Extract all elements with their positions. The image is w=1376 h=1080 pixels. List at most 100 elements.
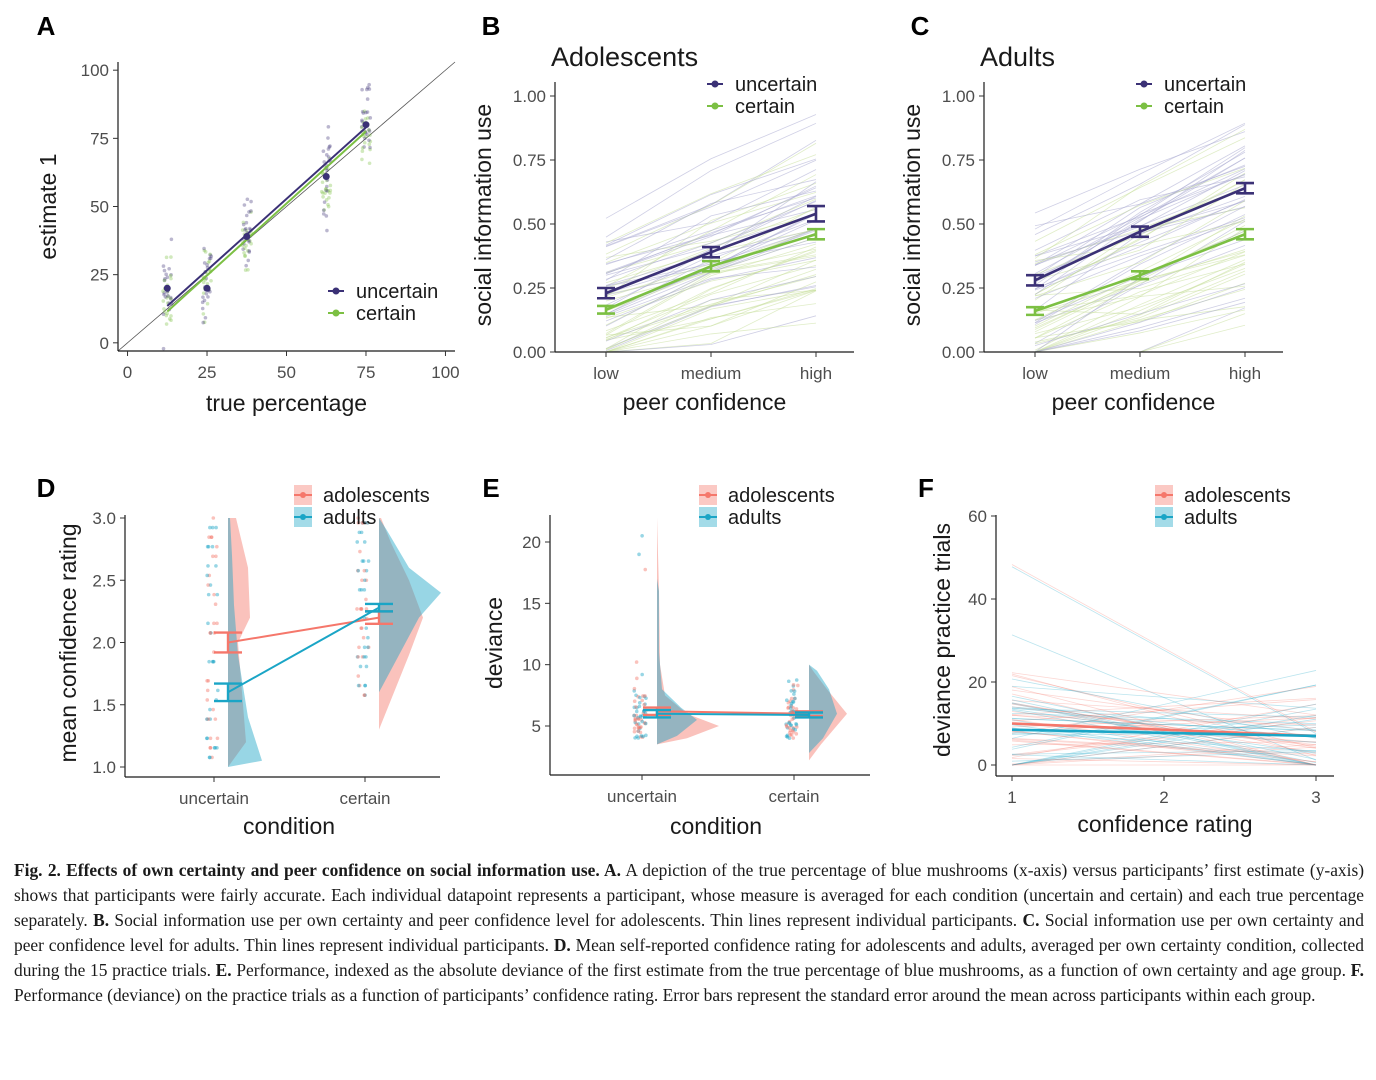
data-point [208, 746, 213, 750]
data-point [201, 291, 206, 295]
panel-e: E 5 10 15 20 uncertain certain condition devianc… [481, 473, 870, 839]
data-point [634, 722, 639, 726]
panel-d: D 1.0 1.5 2.0 2.5 3.0 uncertain certainconditio… [37, 473, 441, 839]
data-point [326, 136, 330, 140]
data-point [641, 694, 645, 698]
participant-line [1011, 717, 1317, 732]
data-point [209, 279, 213, 283]
participant-line [1034, 267, 1246, 334]
data-point [323, 191, 327, 196]
data-point [169, 297, 173, 301]
data-point [789, 689, 794, 693]
data-point [642, 720, 647, 725]
data-point [208, 707, 212, 712]
data-point [359, 626, 364, 630]
data-point [635, 676, 639, 681]
y-axis-title: estimate 1 [35, 153, 61, 259]
participant-line [1011, 758, 1317, 766]
data-point [633, 717, 638, 722]
data-point [792, 692, 796, 696]
data-point [787, 719, 792, 724]
participant-line [1034, 176, 1246, 251]
y-tick-label: 1.5 [92, 696, 116, 715]
participant-line [1011, 708, 1317, 766]
participant-line [605, 158, 817, 246]
participant-line [1034, 200, 1246, 290]
x-tick-label: 75 [357, 363, 376, 382]
participant-line [605, 159, 817, 248]
x-axis-title: condition [243, 813, 335, 839]
panel-c: C Adults 0.00 0.25 0.50 0.75 1.00 low medium high… [899, 11, 1283, 415]
data-point [363, 683, 368, 688]
data-point [786, 705, 791, 710]
data-point [637, 700, 642, 705]
data-point [789, 696, 794, 701]
series-line-adults [1011, 728, 1317, 738]
data-point [207, 755, 212, 760]
y-tick-label: 0.75 [513, 151, 546, 170]
participant-line [1011, 697, 1317, 715]
data-point [788, 706, 793, 711]
data-point [789, 703, 793, 708]
data-point [791, 725, 796, 730]
data-point [206, 583, 210, 587]
data-point [791, 730, 796, 734]
density-adults-uncertain [657, 578, 697, 745]
data-point [161, 312, 166, 317]
data-point [362, 693, 367, 697]
data-point [357, 645, 361, 650]
data-point [161, 264, 166, 268]
data-point [794, 723, 799, 727]
data-point [787, 721, 792, 725]
figure-caption: Fig. 2. Effects of own certainty and pee… [14, 858, 1364, 1008]
data-point [210, 755, 214, 760]
data-point [322, 200, 327, 204]
data-point [326, 189, 330, 193]
density-adults-certain [809, 664, 837, 753]
data-point [636, 729, 640, 733]
data-point [360, 149, 365, 154]
data-point [162, 292, 166, 297]
data-point [788, 728, 793, 733]
data-point [364, 110, 368, 115]
y-tick-label: 0.50 [513, 215, 546, 234]
panel-letter: D [37, 473, 56, 503]
data-point [209, 535, 214, 539]
y-tick-label: 0.25 [942, 279, 975, 298]
data-point [244, 243, 248, 248]
data-point [643, 721, 648, 726]
data-point [208, 755, 212, 760]
series-line-adults [227, 606, 380, 694]
data-point [321, 149, 326, 154]
data-point [362, 655, 366, 659]
data-point [247, 249, 251, 253]
density-adolescents-certain [379, 518, 423, 730]
participant-line [605, 190, 817, 281]
participant-line [1011, 706, 1317, 731]
data-point [367, 128, 371, 132]
data-point [632, 713, 636, 718]
legend-key-dot-certain [1140, 102, 1148, 110]
participant-line [1011, 703, 1317, 766]
data-point [204, 736, 209, 741]
data-point [359, 588, 364, 592]
data-point [366, 116, 370, 120]
data-point [361, 111, 366, 115]
participant-line [605, 154, 817, 244]
data-point [791, 736, 796, 740]
data-point [363, 117, 368, 121]
data-point [356, 655, 360, 659]
data-point [364, 134, 368, 139]
legend-key-dot-adults [705, 514, 711, 520]
data-point [208, 746, 213, 750]
data-point [210, 544, 215, 549]
data-point [169, 273, 173, 277]
y-tick-label: 0.00 [942, 343, 975, 362]
data-point [161, 289, 165, 294]
data-point [640, 672, 644, 677]
participant-line [1034, 214, 1246, 325]
data-point [364, 655, 368, 659]
data-point [636, 715, 640, 720]
y-tick-label: 0.00 [513, 343, 546, 362]
data-point [208, 253, 213, 257]
